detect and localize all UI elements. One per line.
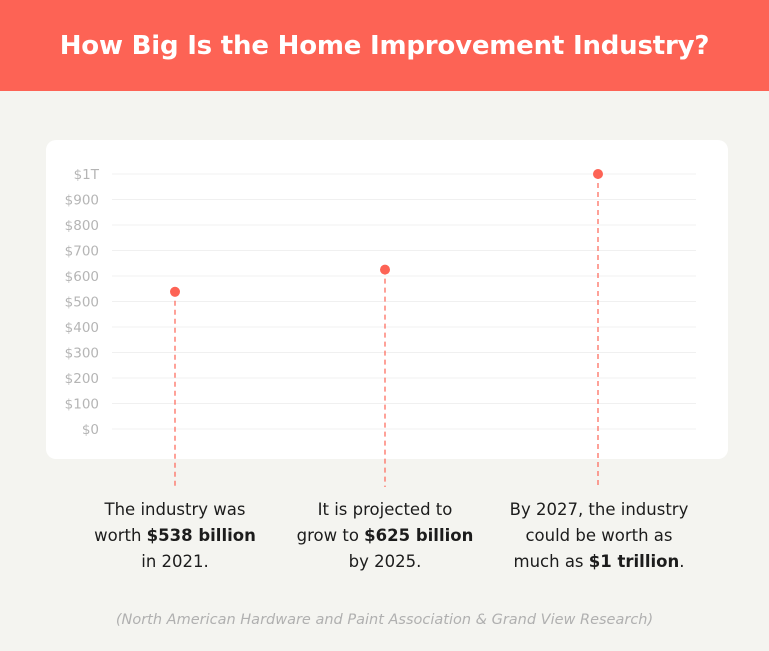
caption-text: The industry was worth — [94, 500, 246, 545]
data-point — [380, 264, 390, 275]
y-tick-label: $100 — [65, 397, 99, 413]
header-banner: How Big Is the Home Improvement Industry… — [0, 0, 769, 91]
caption-text: It is projected to grow to — [296, 500, 453, 545]
caption-text: . — [679, 552, 685, 571]
caption-text: By 2027, the industry could be worth as … — [509, 500, 689, 571]
caption-highlight: $625 billion — [364, 526, 474, 545]
y-tick-label: $700 — [65, 244, 99, 260]
page-title: How Big Is the Home Improvement Industry… — [59, 30, 710, 61]
caption-2027: By 2027, the industry could be worth as … — [509, 497, 689, 575]
y-tick-label: $300 — [65, 346, 99, 362]
y-tick-label: $900 — [65, 193, 99, 209]
chart-card — [46, 140, 728, 459]
y-tick-label: $600 — [65, 269, 99, 285]
y-tick-label: $0 — [82, 422, 99, 438]
data-point — [170, 286, 180, 297]
y-tick-label: $1T — [74, 167, 100, 183]
data-point — [593, 169, 603, 179]
caption-highlight: $538 billion — [146, 526, 256, 545]
caption-2021: The industry was worth $538 billion in 2… — [85, 497, 265, 575]
y-tick-label: $500 — [65, 295, 99, 311]
source-citation: (North American Hardware and Paint Assoc… — [115, 612, 654, 628]
y-tick-label: $400 — [65, 320, 99, 336]
y-tick-label: $800 — [65, 218, 99, 234]
caption-highlight: $1 trillion — [588, 552, 680, 571]
caption-text: in 2021. — [141, 552, 209, 571]
caption-2025: It is projected to grow to $625 billion … — [295, 497, 475, 575]
y-tick-label: $200 — [65, 371, 99, 387]
caption-text: by 2025. — [348, 552, 422, 571]
